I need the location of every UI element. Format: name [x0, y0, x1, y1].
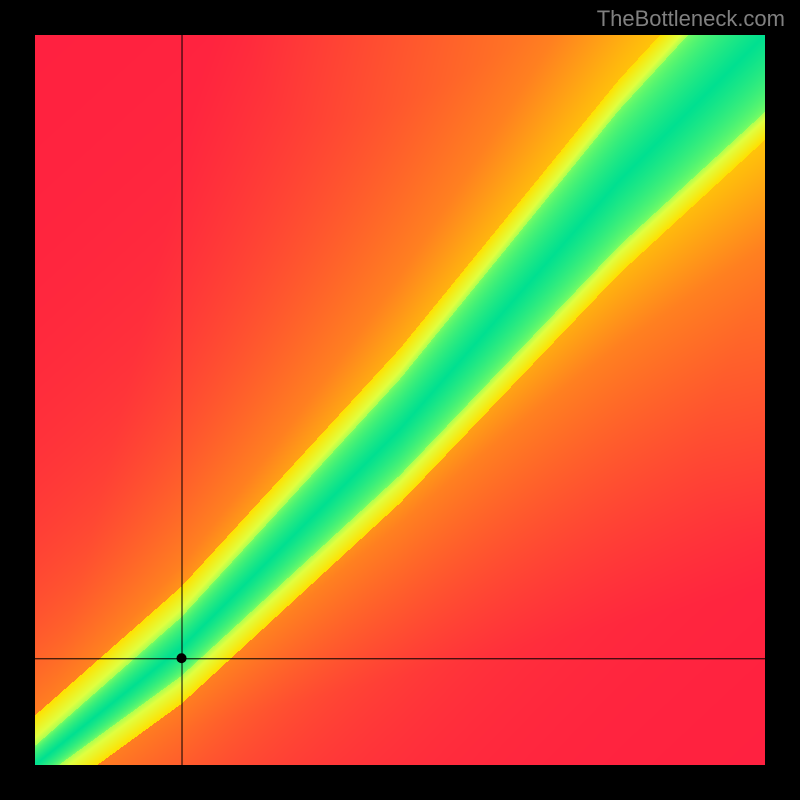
- heatmap-chart: [35, 35, 765, 765]
- heatmap-canvas: [35, 35, 765, 765]
- watermark-text: TheBottleneck.com: [597, 6, 785, 32]
